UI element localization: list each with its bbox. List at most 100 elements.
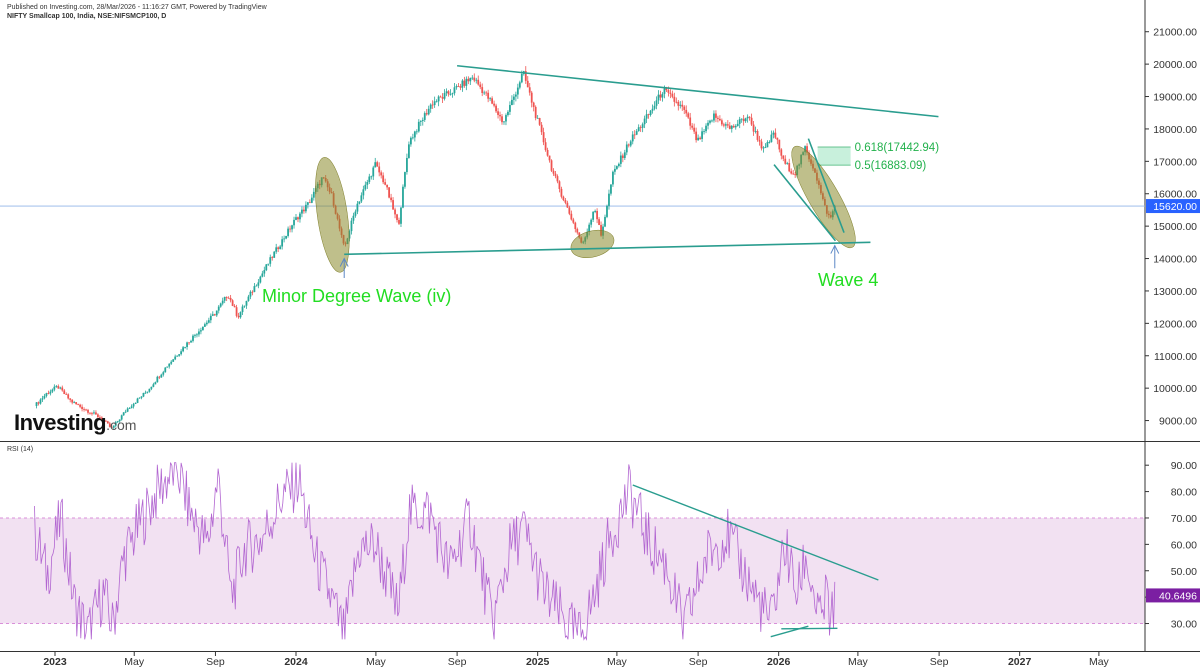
candle-body [180, 351, 183, 355]
candle-body [257, 282, 260, 286]
candle-body [633, 134, 636, 136]
candle-body [655, 100, 658, 106]
candle-body [120, 415, 123, 420]
rsi-tick-label: 50.00 [1171, 566, 1197, 578]
arrow-wave-iv-head [339, 257, 349, 267]
candle-body [374, 162, 377, 168]
candle-body [532, 102, 535, 107]
candle-body [471, 77, 474, 79]
candle-body [186, 342, 188, 347]
candle-body [449, 94, 452, 95]
candle-body [732, 125, 735, 128]
candle-body [534, 106, 537, 119]
candle-body [35, 402, 38, 406]
candle-body [415, 131, 418, 133]
candle-body [215, 310, 218, 316]
candle-body [168, 363, 171, 367]
candle-body [140, 396, 143, 398]
candle-body [469, 77, 472, 82]
rsi-trendline-lower [781, 627, 838, 630]
candle-body [126, 408, 129, 412]
candle-body [394, 209, 396, 215]
candle-body [57, 386, 60, 389]
candle-body [566, 202, 569, 208]
candle-body [312, 191, 315, 198]
price-trendline-lower [344, 241, 871, 256]
candle-body [764, 147, 767, 149]
candle-body [526, 80, 529, 88]
candle-body [354, 211, 357, 216]
candle-body [612, 171, 614, 185]
price-tick-label: 20000.00 [1153, 59, 1197, 71]
candle-body [564, 200, 567, 203]
candle-body [87, 409, 89, 413]
candle-body [293, 219, 295, 226]
symbol-title: NIFTY Smallcap 100, India, NSE:NIFSMCP10… [7, 13, 167, 20]
candle-body [297, 217, 299, 220]
candle-body [528, 87, 531, 93]
annotation-wave-4: Wave 4 [818, 270, 878, 290]
candle-body [453, 87, 456, 94]
candle-body [758, 139, 761, 142]
candle-body [659, 94, 662, 98]
candle-body [360, 195, 363, 202]
price-tick-label: 18000.00 [1153, 124, 1197, 136]
time-tick-label: Sep [689, 656, 708, 668]
candle-body [509, 105, 511, 112]
candle-body [184, 346, 186, 348]
candle-body [683, 106, 686, 110]
candle-body [713, 113, 715, 121]
candle-body [213, 314, 216, 316]
candle-body [170, 361, 173, 364]
candle-body [71, 399, 74, 403]
candle-body [419, 120, 422, 122]
candle-body [705, 125, 707, 132]
candle-body [65, 394, 68, 395]
candle-body [544, 142, 547, 150]
investing-logo[interactable]: Investing.com [14, 410, 136, 436]
time-tick-label: May [848, 656, 869, 668]
candle-body [619, 155, 622, 164]
price-trendline-channel [807, 138, 845, 233]
candle-body [61, 387, 64, 391]
candle-body [209, 315, 212, 321]
candle-body [614, 168, 616, 172]
candle-body [411, 137, 414, 139]
candle-body [376, 162, 379, 167]
candle-body [223, 296, 226, 301]
candle-body [277, 247, 280, 250]
candle-body [709, 120, 711, 123]
candle-body [615, 166, 618, 169]
candle-body [538, 117, 541, 125]
candle-body [604, 216, 606, 227]
candle-body [491, 98, 494, 104]
candle-body [91, 413, 93, 415]
candle-body [610, 184, 612, 194]
price-tick-label: 21000.00 [1153, 27, 1197, 39]
candle-body [281, 239, 284, 247]
candle-body [291, 225, 293, 230]
time-tick-label: 2026 [767, 656, 791, 668]
fib-label: 0.5(16883.09) [855, 160, 927, 172]
candle-body [588, 224, 591, 232]
candle-body [722, 124, 725, 126]
candle-body [47, 393, 50, 395]
candle-body [396, 214, 398, 220]
candle-body [150, 386, 153, 389]
candle-body [73, 402, 76, 403]
candle-body [251, 291, 254, 293]
candle-body [715, 113, 717, 118]
candle-body [649, 110, 652, 115]
candle-body [310, 197, 313, 203]
candle-body [772, 132, 775, 135]
candle-body [93, 412, 95, 414]
candle-body [423, 113, 426, 120]
candle-body [631, 134, 634, 142]
candle-body [728, 125, 731, 129]
candle-body [263, 270, 266, 274]
candle-body [382, 175, 385, 183]
candle-body [596, 210, 598, 220]
rsi-trendline-upper [632, 484, 879, 581]
candle-body [435, 101, 438, 103]
